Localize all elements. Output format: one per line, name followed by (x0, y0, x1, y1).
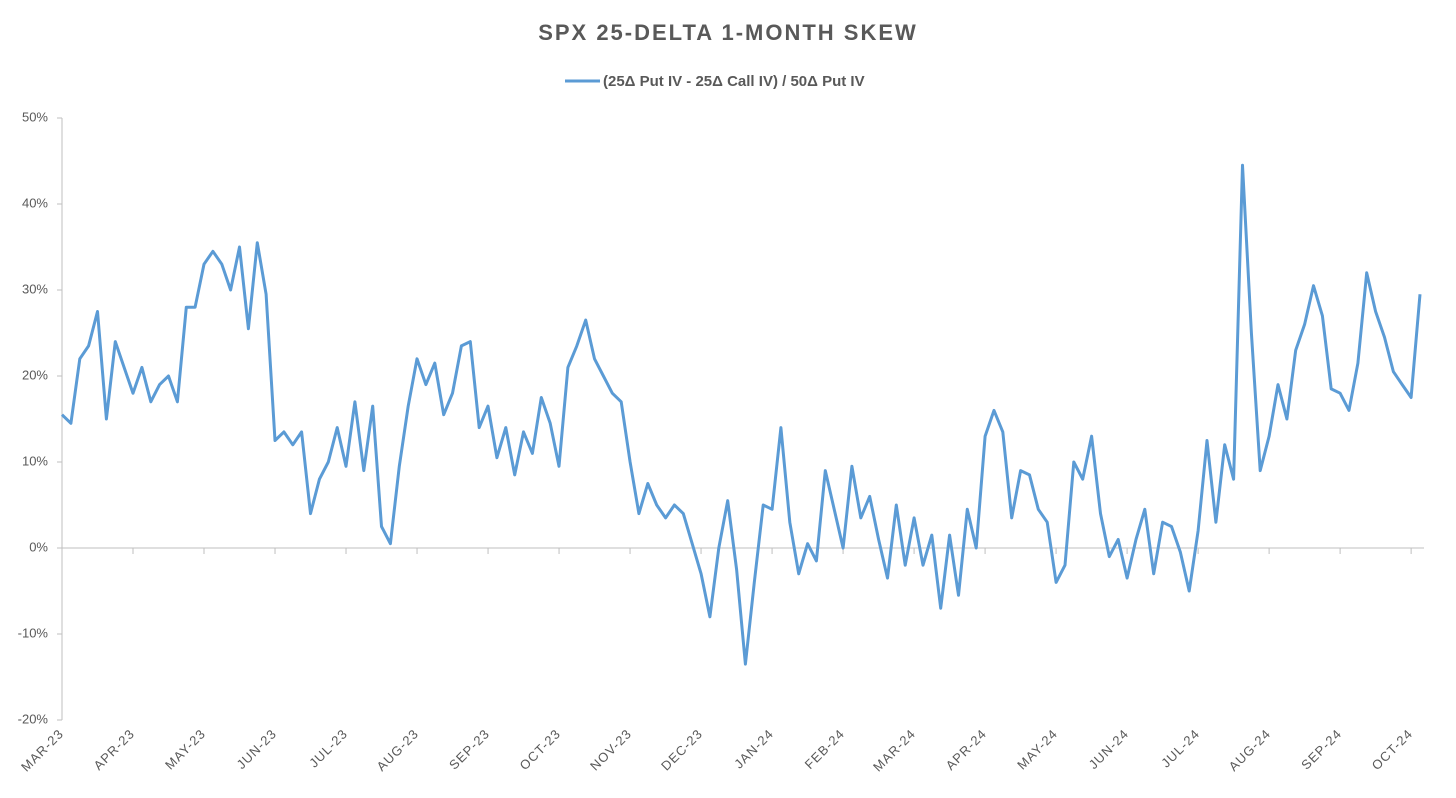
y-tick-label: 20% (22, 367, 48, 382)
x-tick-label: NOV-23 (587, 726, 635, 774)
y-tick-label: 10% (22, 453, 48, 468)
x-tick-label: JUN-24 (1086, 726, 1132, 772)
x-tick-label: MAY-24 (1014, 726, 1061, 773)
x-tick-label: SEP-24 (1298, 726, 1345, 773)
x-tick-label: FEB-24 (802, 726, 848, 772)
x-tick-label: MAR-23 (18, 726, 67, 775)
x-tick-label: MAY-23 (162, 726, 209, 773)
x-tick-label: JUN-23 (234, 726, 280, 772)
x-tick-label: JUL-24 (1158, 726, 1202, 770)
y-tick-label: 40% (22, 195, 48, 210)
series-line (60, 163, 1422, 666)
x-tick-label: OCT-24 (1369, 726, 1416, 773)
y-tick-label: -20% (18, 711, 49, 726)
x-tick-label: SEP-23 (446, 726, 493, 773)
y-tick-label: 50% (22, 109, 48, 124)
chart-title: SPX 25-DELTA 1-MONTH SKEW (538, 20, 918, 45)
x-tick-label: APR-23 (91, 726, 138, 773)
y-tick-label: 0% (29, 539, 48, 554)
y-tick-label: -10% (18, 625, 49, 640)
x-tick-label: OCT-23 (517, 726, 564, 773)
x-tick-label: AUG-24 (1226, 726, 1274, 774)
x-tick-label: AUG-23 (374, 726, 422, 774)
x-tick-label: DEC-23 (658, 726, 706, 774)
y-tick-label: 30% (22, 281, 48, 296)
x-tick-label: MAR-24 (870, 726, 919, 775)
x-tick-label: JAN-24 (731, 726, 777, 772)
legend-label: (25Δ Put IV - 25Δ Call IV) / 50Δ Put IV (603, 73, 865, 90)
x-tick-label: APR-24 (943, 726, 990, 773)
x-tick-label: JUL-23 (306, 726, 350, 770)
